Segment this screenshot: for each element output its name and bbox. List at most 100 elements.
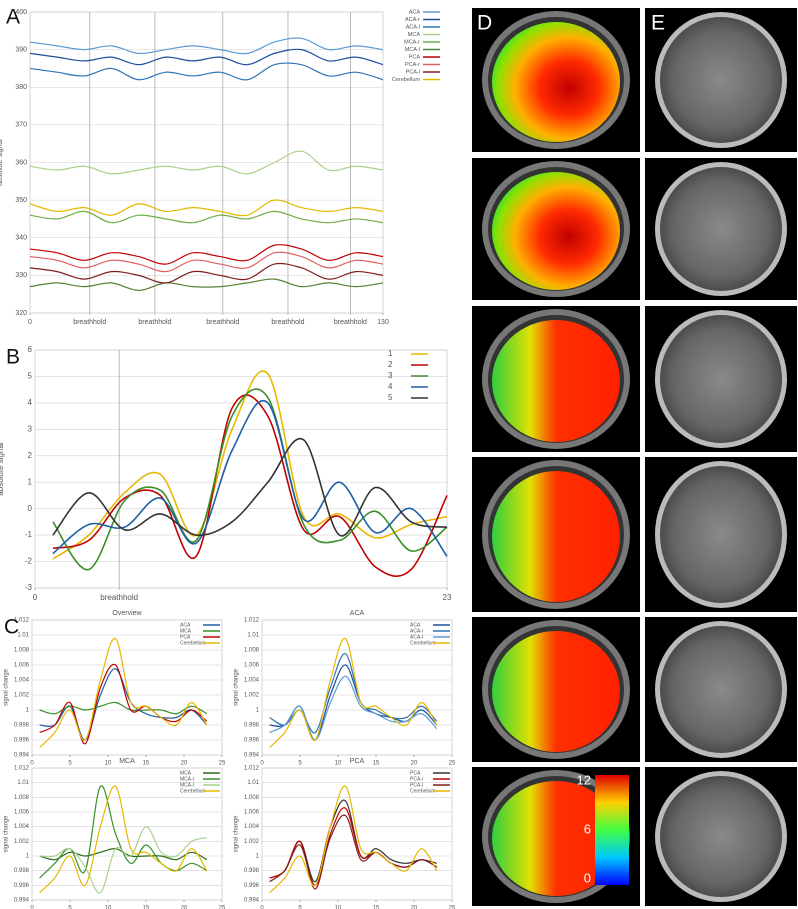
legend-label: 3: [388, 371, 393, 380]
y-tick-label: 1.008: [14, 795, 30, 801]
y-tick-label: 390: [15, 46, 27, 53]
legend-label: Cerebellum: [410, 788, 436, 794]
perfusion-map: [492, 22, 620, 142]
perfusion-map: [492, 631, 620, 752]
x-tick-label: 25: [449, 761, 456, 767]
y-tick-label: 0.996: [14, 883, 30, 889]
series-line: [29, 37, 384, 55]
series-line: [52, 370, 448, 560]
panel-label: B: [6, 346, 20, 369]
x-tick-label: 130: [377, 319, 389, 326]
legend-label: Cerebellum: [180, 640, 206, 646]
y-tick-label: 380: [15, 84, 27, 91]
series-line: [269, 675, 438, 741]
x-tick-label: breathhold: [138, 319, 171, 326]
mri-brain: [660, 315, 782, 443]
x-tick-label: breathhold: [271, 319, 304, 326]
legend-label: MCA: [180, 770, 192, 776]
series-line: [39, 663, 208, 745]
legend-label: PCA-l: [406, 69, 420, 75]
x-tick-label: 15: [143, 761, 150, 767]
legend-label: ACA-l: [406, 24, 420, 30]
y-tick-label: 0.996: [244, 738, 260, 744]
x-tick-label: 20: [411, 906, 418, 909]
x-tick-label: 0: [28, 319, 32, 326]
y-tick-label: 1.01: [247, 780, 259, 786]
panel-label: A: [6, 6, 20, 29]
legend-label: ACA: [180, 622, 191, 628]
legend-label: PCA: [180, 634, 191, 640]
series-line: [29, 262, 384, 284]
series-line: [52, 437, 448, 537]
y-tick-label: 1.004: [244, 678, 260, 684]
x-tick-label: 20: [411, 761, 418, 767]
y-tick-label: 1.002: [14, 693, 30, 699]
y-tick-label: 0.998: [244, 868, 260, 874]
perfusion-map: [492, 781, 620, 896]
x-tick-label: 0: [260, 906, 264, 909]
y-tick-label: 1.008: [244, 648, 260, 654]
legend-label: 2: [388, 360, 393, 369]
y-tick-label: 0.996: [244, 883, 260, 889]
x-tick-label: 0: [30, 761, 34, 767]
y-tick-label: 350: [15, 197, 27, 204]
series-line: [29, 210, 384, 224]
series-line: [39, 785, 208, 894]
y-tick-label: 0.994: [244, 753, 260, 759]
y-tick-label: 1.008: [14, 648, 30, 654]
mri-brain: [660, 626, 782, 753]
y-tick-label: 320: [15, 310, 27, 317]
perfusion-map: [492, 471, 620, 602]
legend-label: 1: [388, 349, 393, 358]
legend-label: ACA: [409, 9, 421, 15]
series-line: [39, 638, 208, 748]
y-tick-label: 1.006: [244, 663, 260, 669]
x-tick-label: 10: [105, 761, 112, 767]
series-line: [269, 638, 438, 748]
series-line: [29, 244, 384, 265]
series-line: [269, 814, 438, 886]
legend-label: ACA-r: [405, 17, 420, 23]
y-tick-label: 0.998: [14, 868, 30, 874]
y-tick-label: 1: [26, 854, 30, 860]
mri-brain: [660, 776, 782, 897]
legend-label: ACA-l: [410, 634, 423, 640]
y-tick-label: 1.002: [244, 693, 260, 699]
y-tick-label: 330: [15, 272, 27, 279]
series-line: [269, 785, 438, 894]
series-line: [39, 826, 207, 894]
legend-label: MCA-r: [180, 776, 195, 782]
y-tick-label: 1: [26, 708, 30, 714]
y-tick-label: 1.012: [14, 618, 30, 624]
x-tick-label: 15: [373, 906, 380, 909]
legend-label: MCA: [408, 32, 421, 38]
y-tick-label: 1: [28, 477, 33, 486]
y-tick-label: 5: [28, 372, 33, 381]
legend-label: PCA: [410, 770, 421, 776]
colorbar-tick-label: 0: [584, 870, 591, 885]
y-tick-label: 1: [256, 854, 260, 860]
legend-label: PCA-r: [410, 776, 424, 782]
series-line: [29, 251, 384, 273]
colorbar-tick-label: 12: [577, 772, 591, 787]
y-tick-label: 1.004: [244, 824, 260, 830]
y-tick-label: 1.01: [17, 780, 29, 786]
y-tick-label: 1.008: [244, 795, 260, 801]
panel-label: C: [4, 616, 19, 639]
x-tick-label: 10: [335, 906, 342, 909]
y-tick-label: 1.006: [14, 663, 30, 669]
y-tick-label: 1.012: [244, 766, 260, 772]
chart-title: Overview: [112, 610, 142, 617]
y-tick-label: -3: [25, 583, 33, 592]
x-tick-label: 15: [143, 906, 150, 909]
y-tick-label: 0.994: [14, 898, 30, 904]
legend-label: MCA: [180, 628, 192, 634]
series-line: [29, 62, 384, 81]
plot-area: [34, 349, 448, 589]
y-tick-label: 0.996: [14, 738, 30, 744]
y-tick-label: 0: [28, 504, 33, 513]
y-tick-label: 1.004: [14, 824, 30, 830]
x-tick-label: 23: [443, 593, 452, 602]
x-tick-label: breathhold: [206, 319, 239, 326]
